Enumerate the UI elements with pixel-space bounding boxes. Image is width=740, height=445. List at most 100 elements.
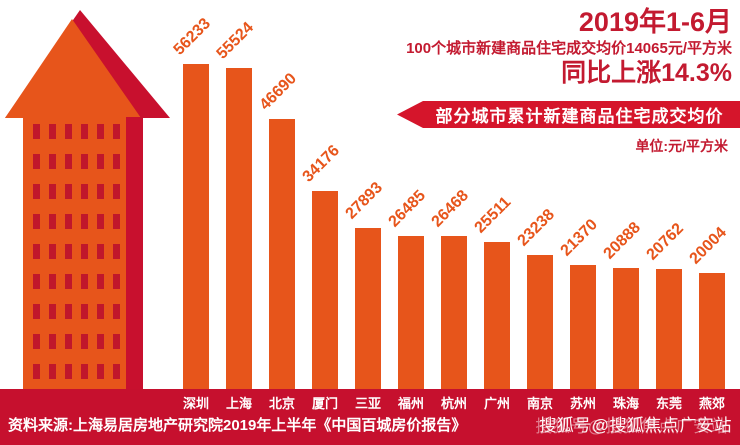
building-window (113, 124, 120, 139)
bar-三亚 (355, 228, 381, 389)
bar-value-label: 23238 (514, 206, 559, 250)
bar-杭州 (441, 236, 467, 389)
building-window (49, 154, 56, 169)
building-window (65, 304, 72, 319)
bar-value-label: 55524 (213, 19, 258, 63)
building-window (113, 154, 120, 169)
building-window (33, 124, 40, 139)
building-window (81, 244, 88, 259)
source-text: 资料来源:上海易居房地产研究院2019年上半年《中国百城房价报告》 (8, 417, 467, 434)
building-window (81, 124, 88, 139)
bar-东莞 (656, 269, 682, 389)
title-block: 2019年1-6月 100个城市新建商品住宅成交均价14065元/平方米 同比上… (406, 6, 732, 88)
city-label-东莞: 东莞 (655, 396, 682, 411)
building-window (113, 304, 120, 319)
building-window (113, 334, 120, 349)
building-window (49, 184, 56, 199)
building-windows (33, 124, 120, 379)
building-window (81, 304, 88, 319)
title-average-price: 100个城市新建商品住宅成交均价14065元/平方米 (406, 40, 732, 57)
building-window (97, 274, 104, 289)
city-label-上海: 上海 (225, 396, 252, 411)
bar-厦门 (312, 191, 338, 389)
building-window (33, 154, 40, 169)
building-window (97, 214, 104, 229)
building-window (33, 364, 40, 379)
building-body-shadow (126, 117, 143, 389)
watermark-text: 搜狐号@搜狐焦点广安站 (539, 416, 732, 435)
building-window (33, 304, 40, 319)
building-window (49, 274, 56, 289)
bottom-band: 深圳 上海 北京 厦门 三亚 福州 杭州 广州 南京 苏州 珠海 东莞 燕郊 资料来源:上海易居房地产研… (0, 389, 740, 445)
building-window (113, 244, 120, 259)
building-window (81, 154, 88, 169)
bar-value-label: 20004 (686, 224, 731, 268)
building-window (113, 214, 120, 229)
city-label-福州: 福州 (397, 396, 424, 411)
building-window (33, 244, 40, 259)
building-window (97, 304, 104, 319)
bar-珠海 (613, 268, 639, 389)
building-window (49, 334, 56, 349)
city-label-广州: 广州 (483, 396, 510, 411)
city-label-燕郊: 燕郊 (698, 396, 725, 411)
bar-广州 (484, 242, 510, 389)
building-window (65, 274, 72, 289)
title-yoy-change: 同比上涨14.3% (561, 59, 732, 87)
building-body (23, 117, 126, 389)
bar-北京 (269, 119, 295, 389)
bar-苏州 (570, 265, 596, 389)
building-window (113, 184, 120, 199)
building-window (97, 244, 104, 259)
building-roof (5, 19, 141, 118)
building-window (97, 124, 104, 139)
bar-value-label: 25511 (471, 193, 515, 237)
building-window (97, 184, 104, 199)
building-window (97, 154, 104, 169)
title-period: 2019年1-6月 (578, 7, 732, 37)
building-window (33, 184, 40, 199)
building-window (65, 364, 72, 379)
ribbon-label: 部分城市累计新建商品住宅成交均价 (435, 107, 724, 126)
bar-燕郊 (699, 273, 725, 389)
building-window (81, 274, 88, 289)
building-window (65, 214, 72, 229)
building-window (49, 304, 56, 319)
bar-value-label: 46690 (256, 70, 301, 114)
bar-深圳 (183, 64, 209, 389)
building-window (65, 334, 72, 349)
bar-value-label: 26468 (428, 187, 473, 231)
building-window (49, 214, 56, 229)
building-window (65, 124, 72, 139)
building-window (49, 244, 56, 259)
city-label-珠海: 珠海 (612, 396, 639, 411)
building-window (97, 364, 104, 379)
bar-value-label: 20888 (600, 219, 645, 263)
city-label-南京: 南京 (526, 396, 553, 411)
bar-福州 (398, 236, 424, 389)
city-label-苏州: 苏州 (569, 396, 596, 411)
bar-value-label: 20762 (643, 220, 688, 264)
city-label-杭州: 杭州 (440, 396, 467, 411)
ribbon-banner: 部分城市累计新建商品住宅成交均价 (397, 101, 740, 128)
bar-value-label: 27893 (342, 179, 387, 223)
building-arrow-icon (5, 10, 170, 389)
building-window (49, 364, 56, 379)
bar-value-label: 34176 (299, 142, 344, 186)
building-window (81, 214, 88, 229)
bar-上海 (226, 68, 252, 389)
building-window (113, 364, 120, 379)
building-window (65, 184, 72, 199)
building-window (97, 334, 104, 349)
bar-value-label: 26485 (385, 187, 430, 231)
building-window (33, 274, 40, 289)
building-window (65, 154, 72, 169)
building-window (65, 244, 72, 259)
city-label-深圳: 深圳 (182, 396, 209, 411)
building-window (81, 334, 88, 349)
bar-南京 (527, 255, 553, 389)
city-label-北京: 北京 (268, 396, 295, 411)
city-label-三亚: 三亚 (354, 396, 381, 411)
bar-value-label: 21370 (557, 216, 602, 260)
